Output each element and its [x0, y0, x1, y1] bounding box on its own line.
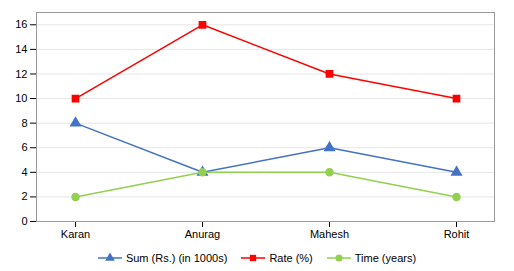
svg-text:Mahesh: Mahesh — [310, 228, 349, 240]
svg-text:Rohit: Rohit — [444, 228, 470, 240]
svg-text:Anurag: Anurag — [185, 228, 220, 240]
html-text:Time (years): Time (years) — [354, 252, 417, 264]
svg-text:12: 12 — [15, 67, 27, 79]
svg-text:16: 16 — [15, 18, 27, 30]
svg-text:4: 4 — [21, 166, 27, 178]
svg-text:6: 6 — [21, 141, 27, 153]
svg-text:0: 0 — [21, 215, 27, 227]
html-text:Rate (%): Rate (%) — [269, 252, 313, 264]
svg-text:2: 2 — [21, 190, 27, 202]
svg-text:8: 8 — [21, 117, 27, 129]
html-text:Sum (Rs.) (in 1000s): Sum (Rs.) (in 1000s) — [125, 252, 228, 264]
svg-text:10: 10 — [15, 92, 27, 104]
svg-text:14: 14 — [15, 43, 27, 55]
svg-text:Karan: Karan — [61, 228, 90, 240]
